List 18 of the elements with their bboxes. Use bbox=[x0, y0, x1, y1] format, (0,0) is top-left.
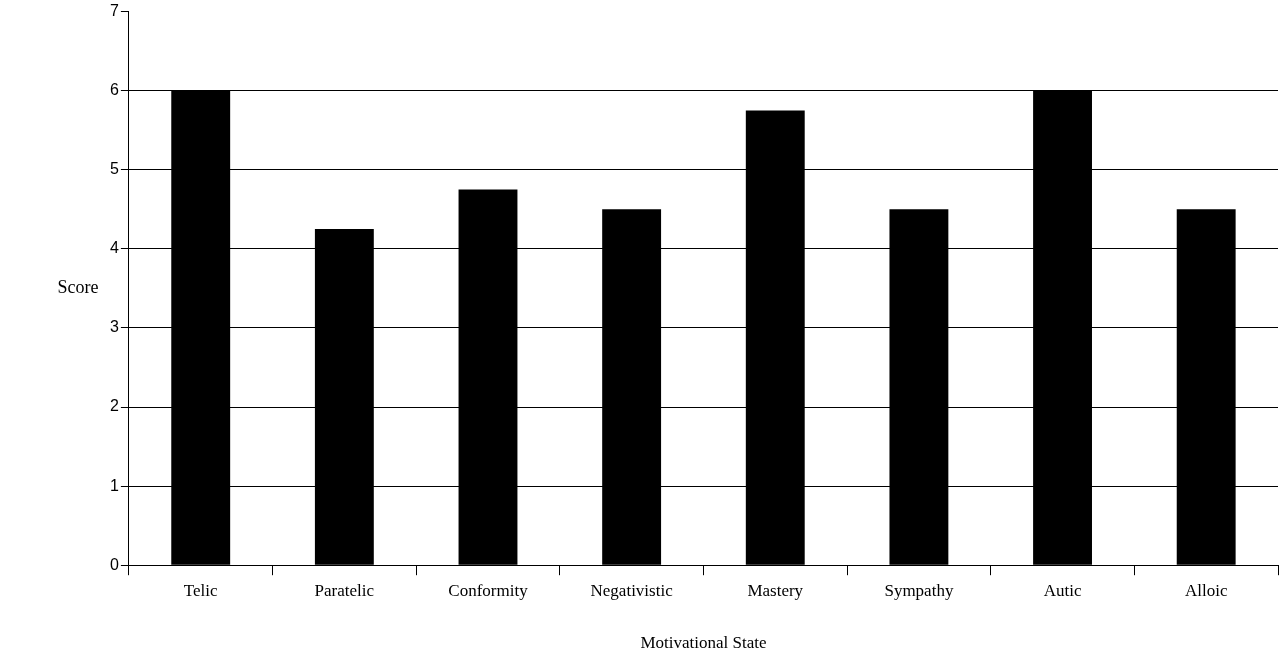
y-tick-label: 4 bbox=[109, 239, 119, 257]
y-tick-label: 0 bbox=[109, 555, 119, 573]
x-tick-label: Negativistic bbox=[590, 580, 674, 600]
y-tick-label: 1 bbox=[109, 476, 119, 494]
x-axis-title: Motivational State bbox=[640, 633, 767, 653]
x-tick-label: Conformity bbox=[448, 580, 529, 600]
x-tick-label: Autic bbox=[1043, 580, 1082, 600]
y-tick-label: 2 bbox=[109, 397, 119, 415]
y-tick-label: 3 bbox=[109, 318, 119, 336]
y-axis-title: Score bbox=[57, 277, 99, 298]
x-tick-label: Mastery bbox=[747, 580, 804, 600]
y-tick-label: 5 bbox=[109, 160, 119, 178]
x-tick-label: Alloic bbox=[1184, 580, 1228, 600]
x-tick-label: Telic bbox=[183, 580, 219, 600]
x-tick-label: Sympathy bbox=[884, 580, 954, 600]
y-tick-label: 6 bbox=[109, 81, 119, 99]
x-tick-label: Paratelic bbox=[314, 580, 375, 600]
y-tick-label: 7 bbox=[109, 2, 119, 20]
